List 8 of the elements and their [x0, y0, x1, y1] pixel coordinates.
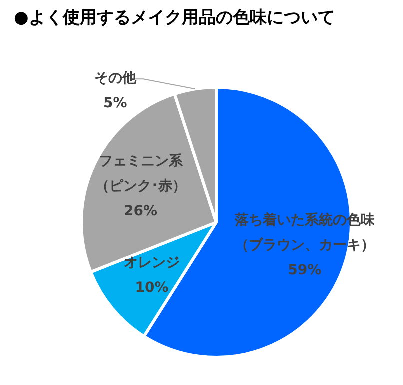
data-label: 10%: [135, 280, 169, 296]
slice-label: オレンジ: [124, 254, 180, 271]
slice-label: フェミニン系（ピンク･赤）: [95, 154, 186, 195]
chart-title: ●よく使用するメイク用品の色味について: [14, 7, 335, 29]
slice-label: その他: [94, 70, 138, 86]
data-label: 26%: [124, 204, 158, 220]
data-label: 5%: [103, 95, 128, 112]
data-label: 59%: [288, 262, 322, 278]
